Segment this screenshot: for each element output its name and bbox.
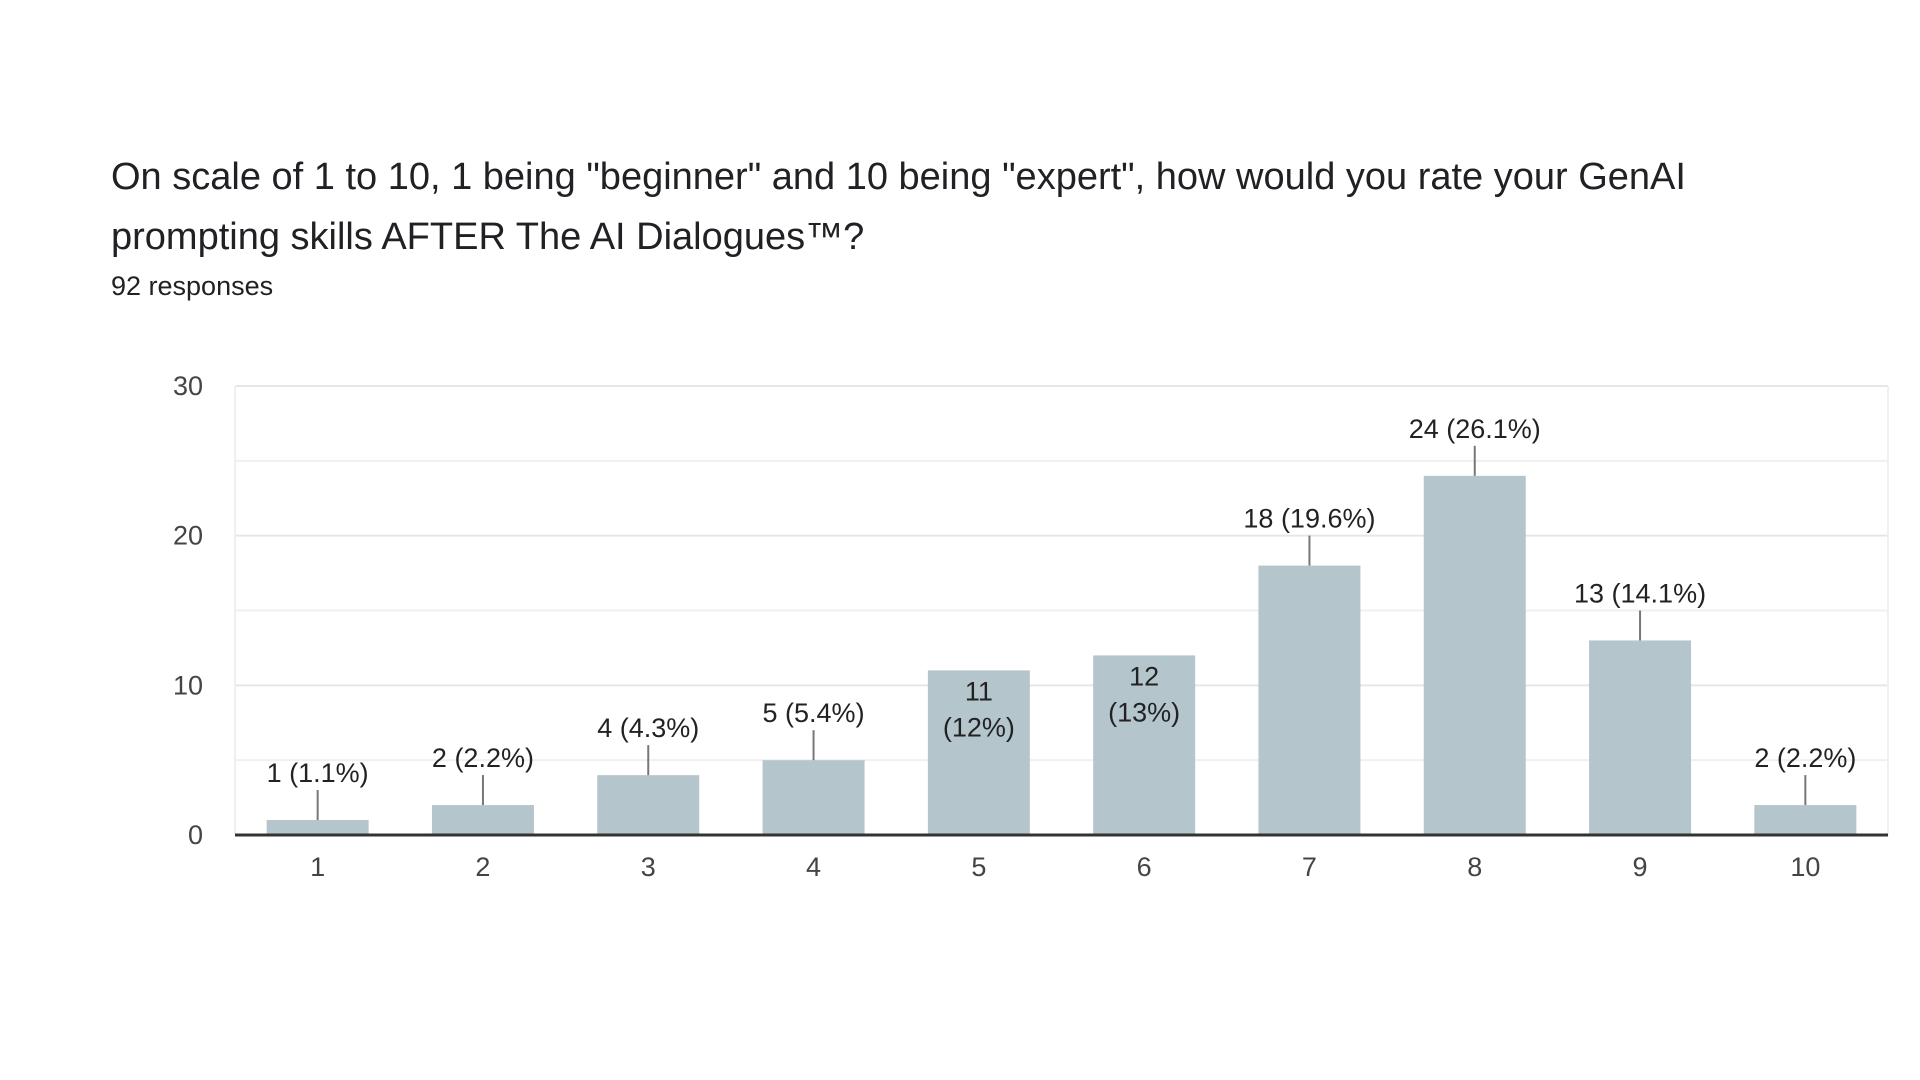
x-tick-label: 9	[1633, 852, 1648, 882]
data-label-2: 2 (2.2%)	[432, 743, 534, 773]
y-tick-label: 10	[173, 670, 203, 700]
chart-title-line-1: On scale of 1 to 10, 1 being "beginner" …	[111, 156, 1686, 198]
bar-1	[266, 820, 369, 835]
x-tick-label: 6	[1137, 852, 1152, 882]
data-label-7: 18 (19.6%)	[1243, 504, 1375, 534]
bar-7	[1258, 565, 1361, 835]
data-label-6: 12	[1129, 661, 1159, 691]
data-label-1: 1 (1.1%)	[267, 758, 369, 788]
y-tick-label: 30	[173, 371, 203, 401]
data-labels: 1 (1.1%) 2 (2.2%) 4 (4.3%) 5 (5.4%) 11 (12%) 1…	[267, 414, 1856, 821]
x-tick-label: 5	[971, 852, 986, 882]
y-axis-ticks: 0 10 20 30	[173, 371, 203, 850]
bar-2	[431, 805, 534, 835]
bar-5	[927, 670, 1030, 835]
bar-8	[1423, 475, 1526, 835]
bar-3	[597, 775, 700, 835]
data-label-5: (12%)	[943, 712, 1015, 742]
data-label-5: 11	[965, 676, 993, 706]
x-tick-label: 7	[1302, 852, 1317, 882]
x-axis-ticks: 1 2 3 4 5 6 7 8 9 10	[310, 852, 1820, 882]
y-tick-label: 0	[188, 820, 203, 850]
x-tick-label: 3	[641, 852, 656, 882]
bars	[266, 475, 1857, 835]
data-label-10: 2 (2.2%)	[1754, 743, 1856, 773]
data-label-6: (13%)	[1108, 697, 1180, 727]
response-count: 92 responses	[111, 271, 274, 301]
x-tick-label: 4	[806, 852, 821, 882]
chart-title: On scale of 1 to 10, 1 being "beginner" …	[111, 147, 1811, 267]
data-label-4: 5 (5.4%)	[763, 698, 865, 728]
bar-9	[1589, 640, 1692, 835]
bar-6	[1093, 655, 1196, 835]
bar-4	[762, 760, 865, 835]
data-label-3: 4 (4.3%)	[597, 713, 699, 743]
bar-10	[1754, 805, 1857, 835]
x-tick-label: 8	[1467, 852, 1482, 882]
x-tick-label: 1	[310, 852, 325, 882]
data-label-8: 24 (26.1%)	[1409, 414, 1541, 444]
chart-title-line-2: prompting skills AFTER The AI Dialogues™…	[111, 216, 865, 258]
data-label-9: 13 (14.1%)	[1574, 578, 1706, 608]
y-tick-label: 20	[173, 521, 203, 551]
x-tick-label: 10	[1790, 852, 1820, 882]
x-tick-label: 2	[475, 852, 490, 882]
